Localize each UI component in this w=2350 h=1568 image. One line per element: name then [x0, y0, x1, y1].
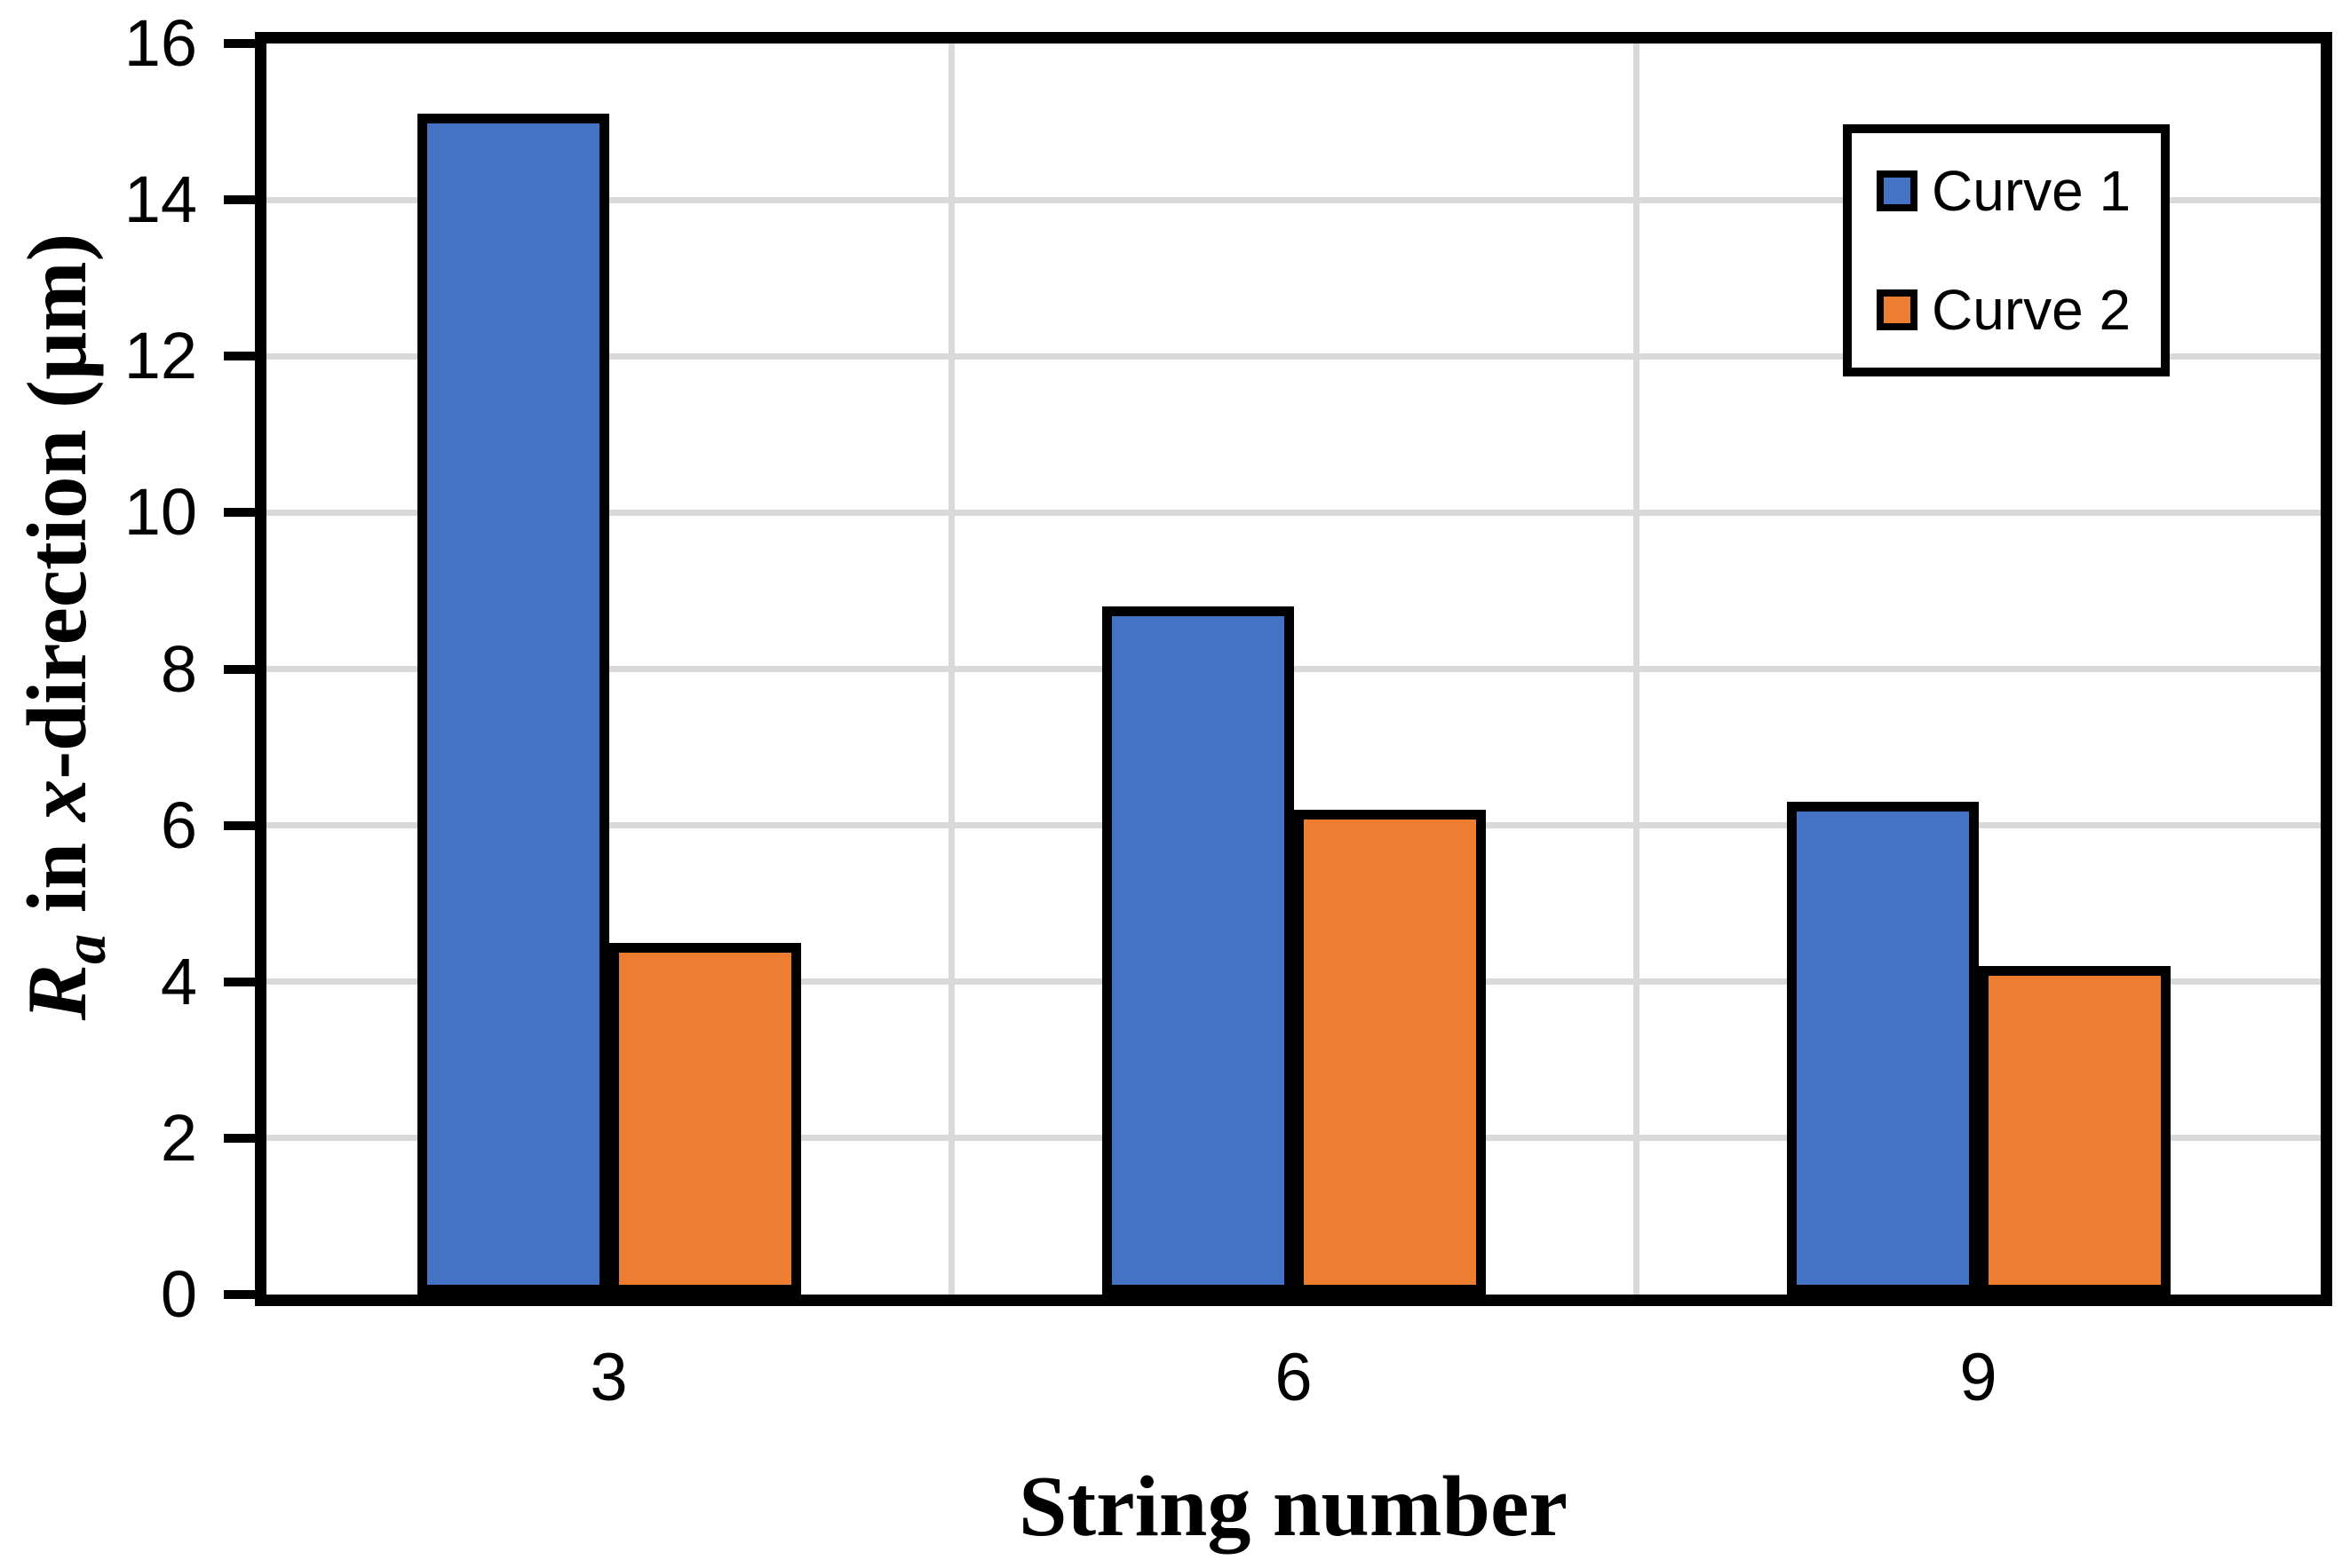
gridline-x-2 — [1632, 44, 1639, 1295]
y-tick-6 — [224, 820, 266, 830]
y-tick-12 — [224, 352, 266, 361]
y-tick-0 — [224, 1290, 266, 1299]
y-tick-label-0: 0 — [160, 1257, 197, 1331]
legend-label-curve-1: Curve 1 — [1932, 159, 2132, 223]
bar-curve-2-3 — [609, 943, 801, 1295]
bar-curve-1-9 — [1787, 802, 1979, 1295]
legend-item-curve-2: Curve 2 — [1877, 281, 2161, 338]
bar-curve-2-6 — [1294, 810, 1486, 1295]
legend-swatch-curve-2-icon — [1877, 289, 1917, 330]
legend-swatch-curve-1-icon — [1877, 170, 1917, 211]
bar-curve-2-9 — [1979, 966, 2171, 1295]
y-tick-label-2: 2 — [160, 1100, 197, 1175]
y-tick-10 — [224, 508, 266, 518]
y-tick-16 — [224, 39, 266, 48]
y-tick-label-10: 10 — [123, 475, 197, 550]
x-axis-title: String number — [1018, 1459, 1568, 1555]
gridline-y-12 — [266, 352, 2321, 360]
bar-curve-1-6 — [1102, 606, 1294, 1295]
y-tick-2 — [224, 1133, 266, 1143]
y-tick-label-8: 8 — [160, 631, 197, 706]
y-tick-8 — [224, 664, 266, 674]
y-tick-label-16: 16 — [123, 6, 197, 80]
y-tick-label-6: 6 — [160, 788, 197, 862]
y-tick-4 — [224, 977, 266, 986]
x-tick-label-3: 3 — [590, 1340, 628, 1415]
y-tick-label-4: 4 — [160, 944, 197, 1018]
gridline-y-14 — [266, 196, 2321, 203]
y-tick-14 — [224, 195, 266, 205]
x-tick-label-6: 6 — [1274, 1340, 1313, 1415]
legend: Curve 1 Curve 2 — [1843, 124, 2170, 376]
legend-label-curve-2: Curve 2 — [1932, 278, 2132, 342]
gridline-x-1 — [948, 44, 955, 1295]
legend-item-curve-1: Curve 1 — [1877, 162, 2161, 219]
x-tick-label-9: 9 — [1959, 1340, 1997, 1415]
bar-curve-1-3 — [417, 114, 609, 1295]
gridline-y-10 — [266, 509, 2321, 516]
y-tick-label-14: 14 — [123, 162, 197, 237]
y-tick-label-12: 12 — [123, 319, 197, 393]
